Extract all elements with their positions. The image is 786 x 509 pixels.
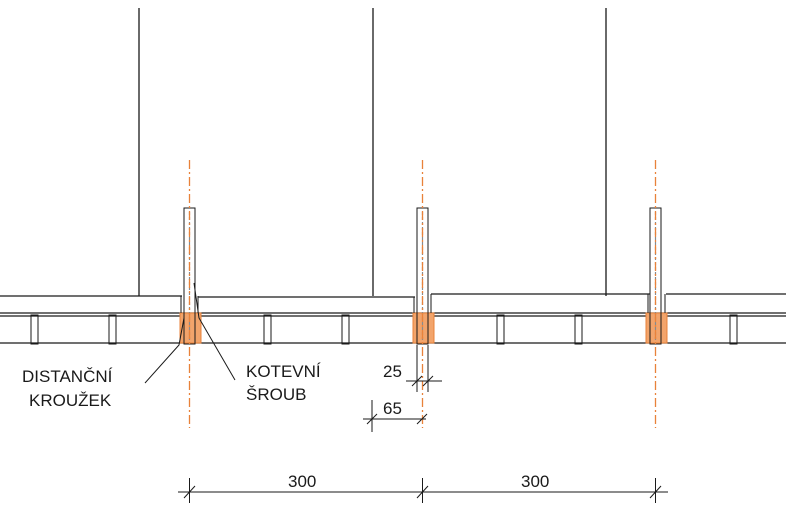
dimension-25: 25: [383, 345, 442, 392]
span-dimension-left-value: 300: [288, 472, 316, 491]
lower-strip: [0, 315, 786, 344]
span-dimension-line: [178, 478, 668, 503]
dimension-65-value: 65: [383, 399, 402, 418]
anchor-bolt-label-line1: KOTEVNÍ: [246, 362, 321, 381]
dimension-65: 65: [363, 399, 428, 432]
spacer-ring-label-line2: KROUŽEK: [29, 391, 112, 410]
strip-slots: [30, 314, 738, 345]
span-dimension-right-value: 300: [521, 472, 549, 491]
base-plate: [0, 293, 786, 314]
panel-edges: [138, 8, 607, 296]
anchor-bolt-label-line2: ŠROUB: [246, 385, 306, 404]
leader-lines: [144, 282, 236, 384]
spacer-ring-label-line1: DISTANČNÍ: [22, 367, 113, 386]
dimension-25-value: 25: [383, 362, 402, 381]
anchor-bolt-3: [645, 207, 668, 345]
anchor-bolt-2: [412, 207, 435, 345]
center-axes: [188, 160, 657, 428]
